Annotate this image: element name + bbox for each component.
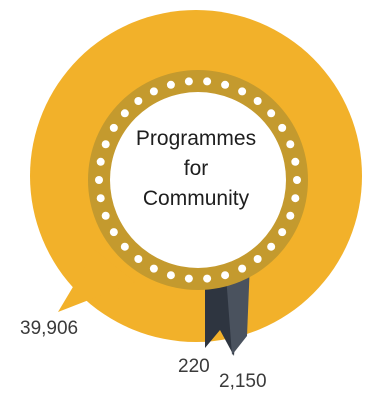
ring-dot — [286, 211, 295, 220]
ring-dot — [166, 271, 175, 280]
left-value: 39,906 — [20, 318, 79, 339]
ring-dot — [134, 97, 143, 105]
ring-dot — [267, 109, 276, 118]
ring-dot — [291, 157, 300, 166]
ring-dot — [221, 80, 230, 89]
ring-dot — [149, 87, 158, 96]
ring-dot — [278, 123, 287, 132]
ring-dot — [96, 194, 105, 203]
ring-dot — [120, 109, 129, 118]
ring-dot — [184, 274, 193, 283]
ring-dot — [134, 255, 143, 263]
ring-dot — [95, 176, 103, 184]
ribbon-value-b: 2,150 — [219, 371, 267, 392]
center-circle — [110, 92, 286, 268]
ring-dot — [120, 242, 129, 251]
center-title: Programmes for Community — [110, 124, 282, 214]
ring-dot — [184, 77, 193, 86]
ring-dot — [101, 211, 110, 220]
ring-dot — [238, 87, 247, 96]
ring-dot — [293, 176, 301, 184]
ring-dot — [291, 194, 300, 203]
ribbon-value-a: 220 — [178, 356, 210, 377]
dot-ring — [95, 77, 301, 283]
ring-dot — [278, 228, 287, 237]
ring-dot — [109, 123, 118, 132]
title-line-1: Programmes — [135, 127, 257, 150]
title-line-3: Community — [142, 187, 250, 210]
ring-dot — [253, 255, 262, 263]
ring-dot — [267, 242, 276, 251]
ring-dot — [109, 228, 118, 237]
ring-dot — [253, 97, 262, 105]
ring-dot — [166, 80, 175, 89]
ring-dot — [149, 264, 158, 273]
title-line-2: for — [183, 157, 209, 180]
ring-dot — [238, 264, 247, 273]
ring-dot — [221, 271, 230, 280]
ring-dot — [203, 77, 212, 86]
ring-dot — [101, 140, 110, 149]
ring-dot — [286, 140, 295, 149]
ring-dot — [203, 274, 212, 283]
ring-dot — [96, 157, 105, 166]
